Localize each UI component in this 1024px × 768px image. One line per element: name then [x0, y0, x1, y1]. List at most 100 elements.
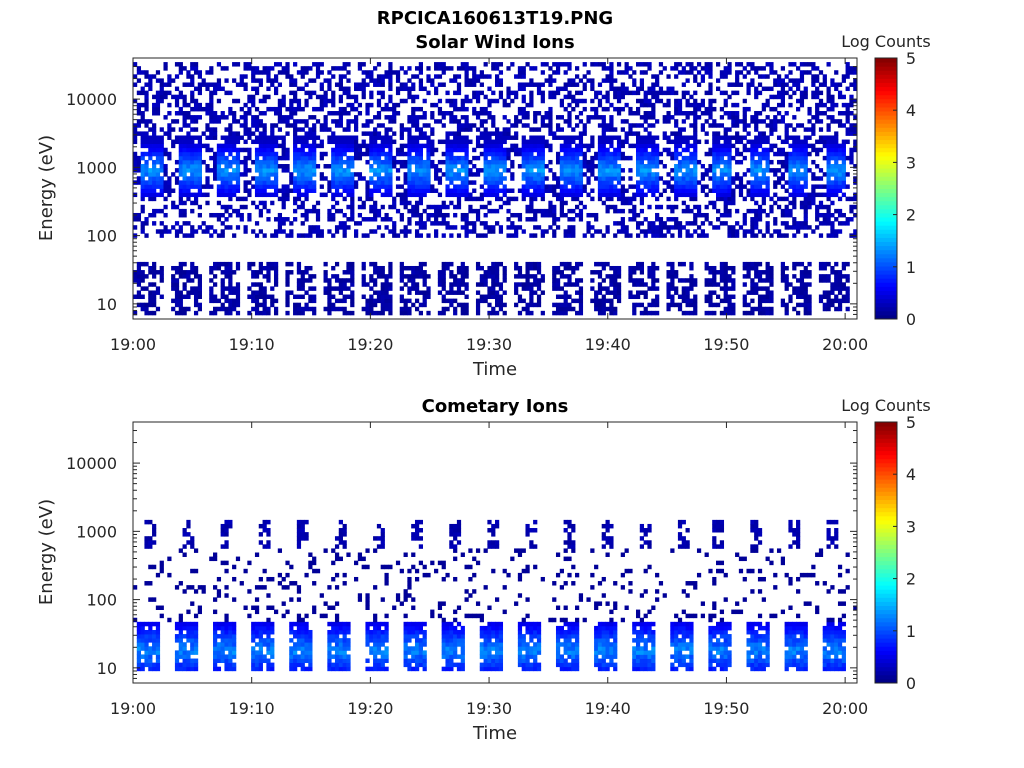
heatmap-cell: [792, 184, 797, 189]
heatmap-cell: [334, 147, 340, 153]
heatmap-cell: [563, 180, 568, 185]
heatmap-cell: [689, 278, 694, 283]
heatmap-cell: [270, 286, 275, 291]
heatmap-cell: [334, 139, 340, 145]
heatmap-cell: [502, 200, 507, 206]
heatmap-cell: [213, 135, 218, 140]
heatmap-cell: [677, 261, 683, 267]
heatmap-cell: [495, 298, 500, 304]
heatmap-cell: [243, 164, 248, 169]
heatmap-cell: [434, 74, 439, 79]
heatmap-cell: [792, 306, 797, 312]
heatmap-cell: [167, 192, 172, 198]
heatmap-cell: [392, 159, 397, 165]
heatmap-cell: [761, 298, 766, 304]
heatmap-cell: [609, 74, 614, 79]
heatmap-cell: [304, 208, 309, 214]
heatmap-cell: [338, 306, 343, 312]
heatmap-cell: [308, 225, 313, 230]
heatmap-cell: [197, 86, 202, 92]
heatmap-cell: [190, 261, 195, 267]
heatmap-cell: [346, 102, 351, 108]
heatmap-cell: [674, 184, 679, 189]
heatmap-cell: [575, 98, 580, 104]
heatmap-cell: [152, 159, 157, 165]
heatmap-cell: [220, 86, 225, 92]
heatmap-cell: [224, 298, 229, 304]
heatmap-cell: [449, 200, 454, 206]
heatmap-cell: [228, 143, 233, 149]
heatmap-cell: [555, 155, 561, 161]
heatmap-cell: [597, 180, 603, 185]
heatmap-cell: [571, 155, 576, 161]
heatmap-cell: [216, 261, 222, 267]
heatmap-cell: [388, 176, 393, 181]
heatmap-cell: [601, 151, 606, 157]
heatmap-cell: [296, 102, 302, 108]
heatmap-cell: [136, 131, 142, 136]
heatmap-cell: [769, 233, 774, 238]
heatmap-cell: [376, 111, 382, 116]
heatmap-cell: [434, 102, 439, 108]
heatmap-cell: [422, 135, 427, 140]
heatmap-cell: [776, 135, 782, 140]
heatmap-cell: [174, 290, 180, 295]
heatmap-cell: [773, 217, 778, 222]
heatmap-cell: [418, 270, 423, 275]
heatmap-cell: [464, 78, 469, 83]
heatmap-cell: [613, 265, 618, 271]
heatmap-cell: [575, 123, 580, 128]
heatmap-cell: [582, 159, 587, 165]
heatmap-cell: [639, 135, 645, 140]
heatmap-cell: [258, 184, 263, 189]
heatmap-cell: [296, 176, 302, 181]
heatmap-cell: [609, 265, 614, 271]
heatmap-cell: [140, 196, 145, 202]
heatmap-cell: [498, 90, 504, 96]
heatmap-cell: [296, 159, 302, 165]
heatmap-cell: [792, 261, 797, 267]
heatmap-cell: [639, 176, 645, 181]
heatmap-cell: [609, 62, 614, 67]
heatmap-cell: [289, 111, 294, 116]
heatmap-cell: [346, 86, 351, 92]
heatmap-cell: [133, 294, 138, 300]
heatmap-cell: [495, 98, 500, 104]
heatmap-cell: [418, 135, 423, 140]
heatmap-cell: [152, 106, 157, 112]
heatmap-cell: [380, 90, 385, 96]
heatmap-cell: [235, 261, 241, 267]
heatmap-cell: [647, 159, 652, 165]
heatmap-cell: [616, 147, 622, 153]
heatmap-cell: [738, 225, 744, 230]
heatmap-cell: [430, 143, 435, 149]
heatmap-cell: [540, 290, 545, 295]
heatmap-cell: [582, 82, 587, 87]
heatmap-cell: [750, 278, 755, 283]
heatmap-cell: [727, 274, 732, 279]
heatmap-cell: [247, 168, 252, 173]
heatmap-cell: [388, 115, 393, 120]
heatmap-cell: [281, 204, 286, 210]
heatmap-cell: [674, 62, 679, 67]
heatmap-cell: [437, 208, 443, 214]
heatmap-cell: [209, 212, 214, 218]
heatmap-cell: [635, 294, 641, 300]
heatmap-cell: [380, 286, 385, 291]
heatmap-cell: [159, 278, 164, 283]
heatmap-cell: [384, 274, 389, 279]
heatmap-cell: [304, 151, 309, 157]
heatmap-cell: [578, 90, 584, 96]
heatmap-cell: [563, 188, 568, 193]
heatmap-cell: [140, 143, 145, 149]
heatmap-cell: [506, 131, 511, 136]
heatmap-cell: [651, 94, 656, 100]
heatmap-cell: [315, 229, 321, 234]
heatmap-cell: [746, 310, 751, 316]
heatmap-cell: [342, 66, 347, 71]
heatmap-cell: [171, 139, 176, 145]
heatmap-cell: [643, 176, 648, 181]
heatmap-cell: [529, 282, 534, 287]
heatmap-cell: [197, 274, 202, 279]
heatmap-cell: [639, 123, 645, 128]
